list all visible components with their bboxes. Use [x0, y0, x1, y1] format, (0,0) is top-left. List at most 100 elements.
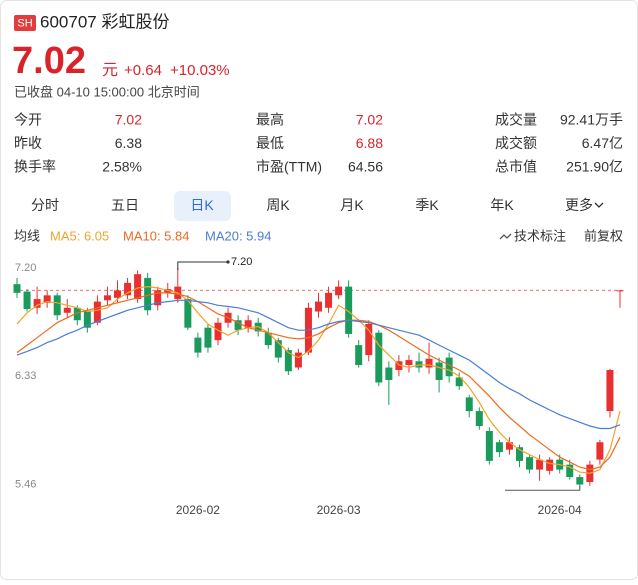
- stat-value: 6.88: [356, 135, 383, 151]
- candle-body: [274, 340, 282, 358]
- candle-body: [445, 357, 453, 377]
- stat-label: 今开: [14, 112, 42, 128]
- badge-bg: [14, 15, 36, 31]
- tab[interactable]: 周K: [266, 197, 290, 213]
- tab[interactable]: 更多: [565, 197, 593, 213]
- candle-body: [63, 307, 71, 313]
- ma-line: [16, 285, 621, 474]
- legend-entry: MA10: 5.84: [123, 228, 190, 243]
- candle-body: [385, 367, 393, 380]
- candle-body: [455, 377, 463, 387]
- candle-body: [114, 290, 121, 298]
- annotation-dot: [226, 260, 230, 264]
- candle-body: [315, 301, 322, 312]
- candle-body: [365, 323, 373, 356]
- legend-entry: MA5: 6.05: [50, 228, 109, 243]
- kline-chart: 7.20 6.33 5.46 2026-02 2026-03 2026-04 7.20: [13, 256, 626, 517]
- candle-body: [375, 332, 383, 383]
- market-status: 已收盘 04-10 15:00:00 北京时间: [14, 84, 200, 99]
- tool-button[interactable]: 前复权: [584, 228, 623, 243]
- candle-body: [204, 327, 212, 348]
- stat-label: 总市值: [495, 159, 537, 175]
- stat-label: 最低: [256, 135, 284, 151]
- stat-value: 7.02: [356, 112, 383, 128]
- candle-body: [43, 295, 51, 303]
- candle-body: [566, 464, 574, 478]
- candle-body: [606, 370, 614, 412]
- tab[interactable]: 分时: [31, 197, 59, 213]
- market-badge: SH: [17, 17, 32, 29]
- stat-value: 6.47亿: [582, 135, 623, 151]
- x-tick-label: 2026-03: [317, 503, 361, 517]
- stat-label: 成交额: [495, 135, 537, 151]
- stat-label: 成交量: [495, 112, 537, 128]
- stat-label: 市盈(TTM): [256, 159, 322, 175]
- tab[interactable]: 五日: [111, 197, 139, 213]
- stat-value: 2.58%: [102, 159, 142, 175]
- candle-body: [284, 350, 292, 372]
- candle-body: [264, 332, 272, 346]
- candle-body: [546, 459, 554, 471]
- x-tick-label: 2026-02: [176, 503, 220, 517]
- ma-line: [16, 299, 621, 430]
- price-change: +0.64: [124, 62, 162, 79]
- price: 7.02: [12, 40, 86, 82]
- candle-body: [465, 397, 473, 412]
- y-tick-label: 6.33: [15, 370, 36, 382]
- candle-body: [335, 286, 343, 296]
- candle-body: [475, 411, 483, 427]
- candle-body: [505, 442, 513, 450]
- candle-body: [576, 477, 584, 485]
- candle-body: [33, 299, 41, 308]
- legend-entry: MA20: 5.94: [205, 228, 272, 243]
- candle-body: [23, 291, 31, 310]
- candle-body: [144, 277, 152, 311]
- candle-body: [93, 301, 101, 323]
- candle-body: [526, 457, 534, 470]
- candle-body: [234, 320, 242, 331]
- tab[interactable]: 季K: [415, 197, 439, 213]
- stat-value: 6.38: [115, 135, 142, 151]
- candle-body: [83, 311, 91, 328]
- stat-label: 最高: [256, 112, 284, 128]
- candle-body: [13, 284, 21, 293]
- tab[interactable]: 年K: [490, 197, 514, 213]
- candle-body: [214, 322, 222, 341]
- candle-body: [485, 431, 493, 461]
- candle-body: [345, 286, 353, 334]
- period-tabs: 分时 五日 日K 周K 月K 季K 年K 更多: [31, 191, 604, 221]
- candle-body: [405, 360, 413, 366]
- candle-body: [536, 459, 544, 470]
- candle-body: [184, 299, 192, 328]
- candle-body: [73, 307, 81, 321]
- ma-legend: 均线 MA5: 6.05 MA10: 5.84 MA20: 5.94 技术标注 前复权: [14, 228, 623, 243]
- tab[interactable]: 日K: [190, 197, 214, 213]
- stat-value: 251.90亿: [566, 159, 623, 175]
- stock-name: 600707 彩虹股份: [40, 12, 169, 31]
- price-unit: 元: [102, 62, 118, 79]
- stat-value: 7.02: [115, 112, 142, 128]
- candle-body: [425, 358, 433, 368]
- candle-body: [395, 361, 403, 371]
- stat-label: 换手率: [14, 159, 56, 175]
- candle-body: [294, 352, 302, 368]
- tab[interactable]: 月K: [340, 197, 364, 213]
- x-tick-label: 2026-04: [538, 503, 582, 517]
- candle-body: [355, 345, 363, 366]
- candle-body: [103, 295, 111, 301]
- candle-body: [244, 320, 252, 328]
- ma-line: [16, 292, 621, 471]
- candle-body: [325, 292, 333, 308]
- tab-selected-bg: [174, 191, 231, 221]
- stat-label: 昨收: [14, 135, 42, 151]
- legend-title: 均线: [14, 228, 40, 243]
- candle-body: [596, 442, 604, 460]
- candle-body: [154, 290, 162, 306]
- low-pointer: [505, 486, 581, 491]
- candle-body: [194, 337, 202, 353]
- tool-button[interactable]: 技术标注: [514, 228, 566, 243]
